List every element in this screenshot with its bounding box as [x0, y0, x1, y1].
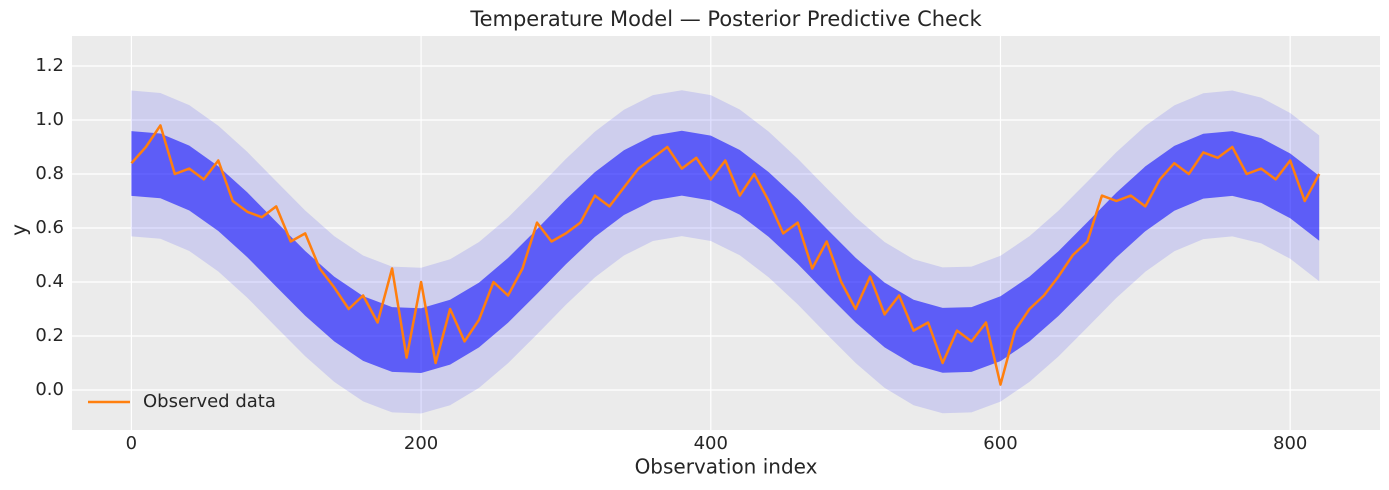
x-tick-label: 400: [694, 433, 728, 454]
data-line: [130, 124, 1321, 386]
x-tick-label: 600: [983, 433, 1017, 454]
y-tick-label: 1.0: [35, 109, 64, 130]
plot-background: [72, 36, 1380, 430]
y-tick-label: 0.8: [35, 163, 64, 184]
x-tick-label: 200: [404, 433, 438, 454]
y-tick-label: 0.6: [35, 217, 64, 238]
legend-label: Observed data: [143, 391, 276, 412]
x-axis-label: Observation index: [635, 455, 818, 479]
x-tick-label: 800: [1273, 433, 1307, 454]
posterior-band: [131, 130, 1320, 373]
y-tick-label: 0.0: [35, 379, 64, 400]
y-tick-label: 0.2: [35, 325, 64, 346]
x-tick-label: 0: [126, 433, 137, 454]
chart-title: Temperature Model — Posterior Predictive…: [469, 7, 982, 31]
y-tick-label: 1.2: [35, 55, 64, 76]
y-axis-label: y: [7, 224, 31, 236]
y-tick-label: 0.4: [35, 271, 64, 292]
